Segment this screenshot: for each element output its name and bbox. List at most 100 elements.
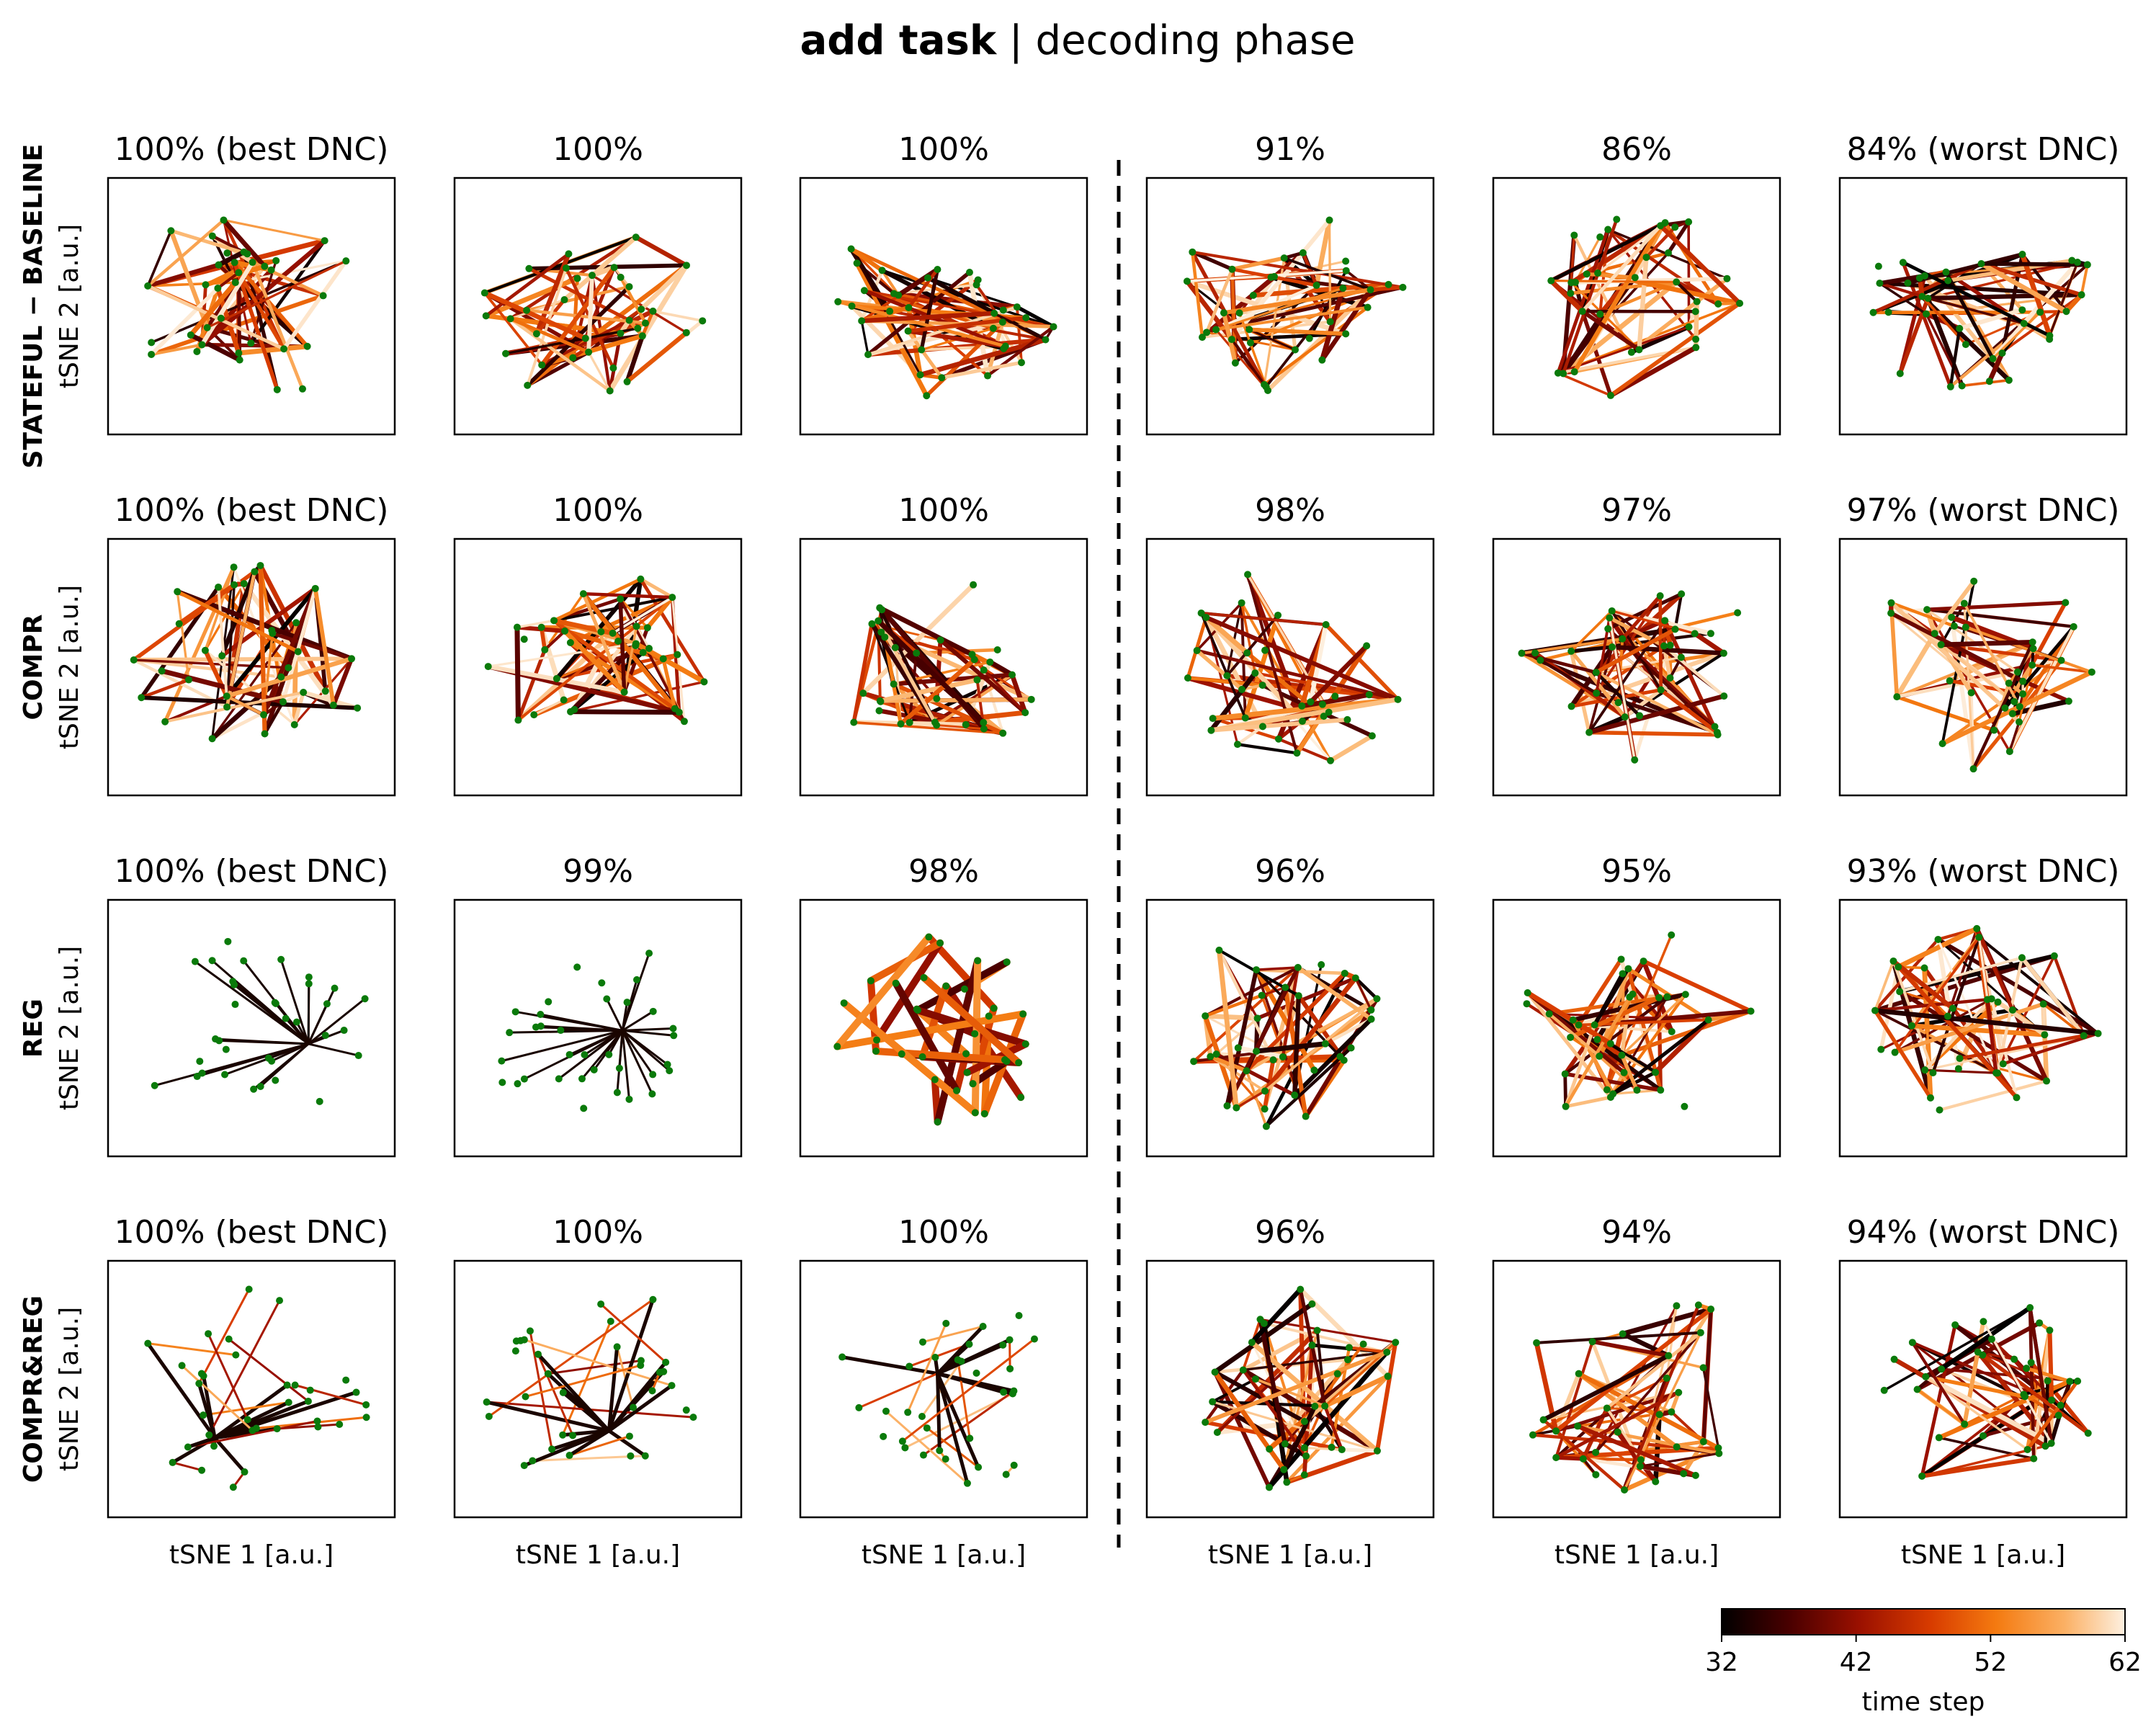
state-point [663,1061,671,1068]
panel-frame [1492,177,1781,436]
trajectory-line [607,1298,655,1433]
state-point [918,1053,926,1061]
state-point [953,1086,961,1094]
state-point [1657,686,1665,694]
state-point [1989,354,1997,362]
trajectory-line [568,1029,624,1056]
trajectory-line [957,1358,971,1439]
panel-title: 96% [1255,1214,1325,1251]
state-point [2084,1429,2092,1437]
state-point [561,627,569,635]
trajectory-line [1610,610,1696,635]
state-point [2043,1077,2051,1085]
trajectory-line [1889,607,1929,615]
state-point [1202,1012,1209,1020]
state-point [1537,656,1544,664]
trajectory-line [508,316,623,336]
state-point [565,1452,573,1460]
state-point [1399,283,1407,291]
state-point [1265,1483,1273,1491]
trajectory-line [1658,687,1719,735]
panel-title: 98% [908,853,979,890]
trajectory-line [1995,956,2024,1075]
trajectory-line [1623,1331,1702,1491]
state-point [1994,998,2002,1006]
panel-frame [1145,898,1435,1158]
state-point [1657,1086,1665,1094]
state-point [1228,265,1236,273]
state-point [1570,231,1578,239]
state-point [1310,1066,1318,1074]
state-point [2074,1378,2082,1385]
trajectory-line [1909,1023,2047,1037]
trajectory-line [1276,737,1333,762]
panel-title: 100% (best DNC) [115,131,389,168]
state-point [2046,1326,2054,1334]
state-point [178,1362,186,1370]
trajectory-line [150,343,204,356]
trajectory-line [516,619,555,629]
state-point [990,1004,998,1012]
state-point [1685,218,1693,226]
state-point [923,1424,931,1432]
trajectory-line [1195,648,1400,702]
state-point [1691,1471,1699,1479]
x-axis-label: tSNE 1 [a.u.] [1901,1540,2065,1570]
state-point [1539,1416,1547,1424]
trajectory-line [1247,327,1348,336]
state-point [1621,1486,1629,1494]
trajectory-line [1622,1303,1701,1492]
state-point [1998,349,2006,357]
trajectory-line [920,973,1023,1066]
state-point [1980,1318,1987,1326]
panel-r1-c3: 100% [799,131,1088,436]
state-point [1302,1452,1310,1460]
state-point [1302,1112,1310,1120]
state-point [1002,1470,1010,1478]
state-point [566,638,574,646]
state-point [962,1050,970,1058]
state-point [974,957,982,965]
state-point [2070,622,2077,630]
state-point [2046,331,2054,339]
state-point [603,995,611,1003]
state-point [201,646,209,654]
state-point [304,1397,312,1405]
trajectory-line [866,320,1005,357]
trajectory-line [1586,693,1727,735]
state-point [231,259,238,267]
state-point [934,1118,941,1126]
trajectory-line [1594,1331,1702,1454]
state-point [1652,1478,1660,1486]
state-point [1606,1093,1614,1101]
state-point [524,381,532,389]
trajectory-line [488,1298,654,1418]
state-point [623,378,631,385]
state-point [905,718,913,726]
state-point [1876,280,1884,287]
trajectory-line [261,586,318,718]
trajectory-line [936,1324,985,1376]
state-point [260,711,268,719]
row-name-label: COMPR&REG [19,1295,48,1483]
state-point [361,995,369,1003]
state-point [999,1341,1007,1349]
trajectory-line [1323,1404,1344,1452]
trajectory-line [1621,637,1717,728]
state-point [2027,1359,2035,1367]
trajectory-line [1204,267,1234,334]
trajectory-line [1562,1071,1663,1092]
state-point [1298,718,1306,726]
panel-frame [1145,537,1435,797]
state-point [659,655,667,663]
panel-frame [1492,1259,1781,1519]
state-point [834,298,842,305]
state-point [514,716,522,724]
trajectory-line [1203,1349,1390,1425]
trajectory-line [1915,1388,1967,1426]
trajectory-line [539,1013,624,1032]
state-point [614,637,622,645]
state-point [668,594,676,602]
state-point [638,305,645,313]
state-point [1585,728,1593,736]
